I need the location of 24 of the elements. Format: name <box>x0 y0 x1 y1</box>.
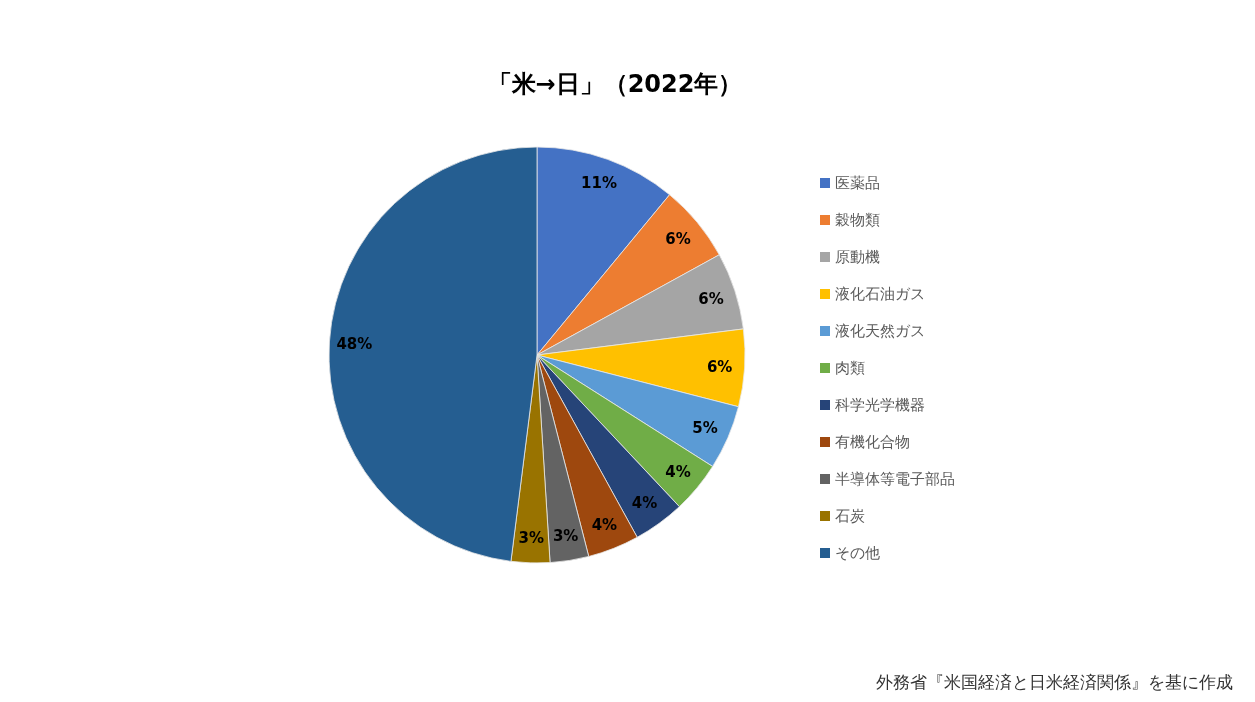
text: 外務省『米国経済と日米経済関係』を基に作成 <box>876 672 1233 692</box>
data-label: 48% <box>336 334 373 353</box>
legend-label: 石炭 <box>835 507 865 526</box>
legend-label: 医薬品 <box>835 174 880 193</box>
legend-label: 液化天然ガス <box>835 322 925 341</box>
data-label: 6% <box>706 357 733 376</box>
legend-label: 穀物類 <box>835 211 880 230</box>
legend-label: 肉類 <box>835 359 865 378</box>
data-label: 6% <box>665 229 691 248</box>
data-label: 11% <box>581 174 617 193</box>
legend-label: 半導体等電子部品 <box>835 470 955 489</box>
data-label: 6% <box>698 289 724 308</box>
legend-label: 原動機 <box>835 248 880 267</box>
chart-title: 「米→日」（2022年） <box>487 70 743 98</box>
data-label: 4% <box>631 494 658 513</box>
data-label: 3% <box>518 529 544 548</box>
legend-label: 科学光学機器 <box>835 396 925 415</box>
data-label: 4% <box>665 462 691 481</box>
data-label: 5% <box>692 418 718 437</box>
data-label: 4% <box>591 516 618 535</box>
legend-label: その他 <box>835 544 880 563</box>
legend-label: 液化石油ガス <box>835 285 925 304</box>
data-label: 3% <box>552 527 579 546</box>
legend-label: 有機化合物 <box>835 433 910 452</box>
